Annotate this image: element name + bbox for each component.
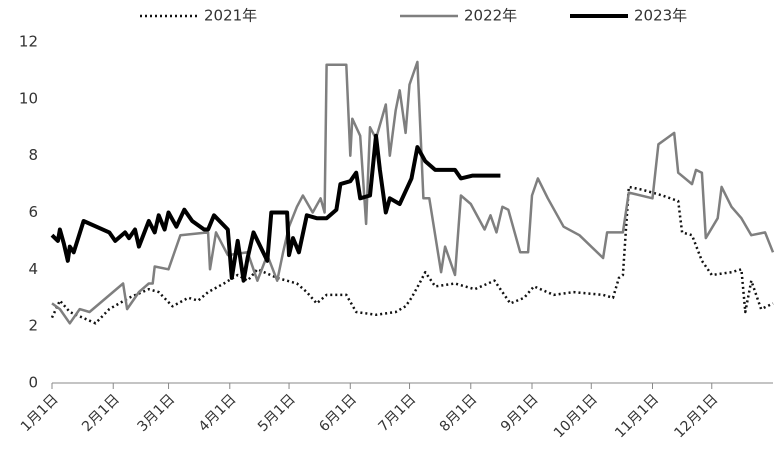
x-tick-label: 9月1日 [498,391,542,435]
x-tick-label: 5月1日 [255,391,299,435]
y-tick-label: 4 [28,260,38,278]
x-tick-label: 1月1日 [18,391,62,435]
x-tick-label: 6月1日 [316,391,360,435]
x-tick-label: 4月1日 [196,391,240,435]
x-tick-label: 7月1日 [375,391,419,435]
legend-label: 2021年 [204,7,257,25]
legend-label: 2023年 [634,7,687,25]
series-line [50,185,774,325]
y-tick-label: 12 [19,33,38,51]
series-line [51,60,775,325]
y-tick-label: 6 [28,203,38,221]
x-tick-label: 2月1日 [79,391,123,435]
x-tick-label: 8月1日 [437,391,481,435]
x-tick-label: 11月1日 [612,391,662,441]
x-tick-label: 12月1日 [671,391,721,441]
y-tick-label: 8 [28,146,38,164]
y-tick-label: 2 [28,317,38,335]
y-tick-label: 10 [19,89,38,107]
x-tick-label: 3月1日 [134,391,178,435]
y-tick-label: 0 [28,374,38,392]
x-tick-label: 10月1日 [551,391,601,441]
legend-label: 2022年 [464,7,517,25]
series-line [50,133,501,283]
